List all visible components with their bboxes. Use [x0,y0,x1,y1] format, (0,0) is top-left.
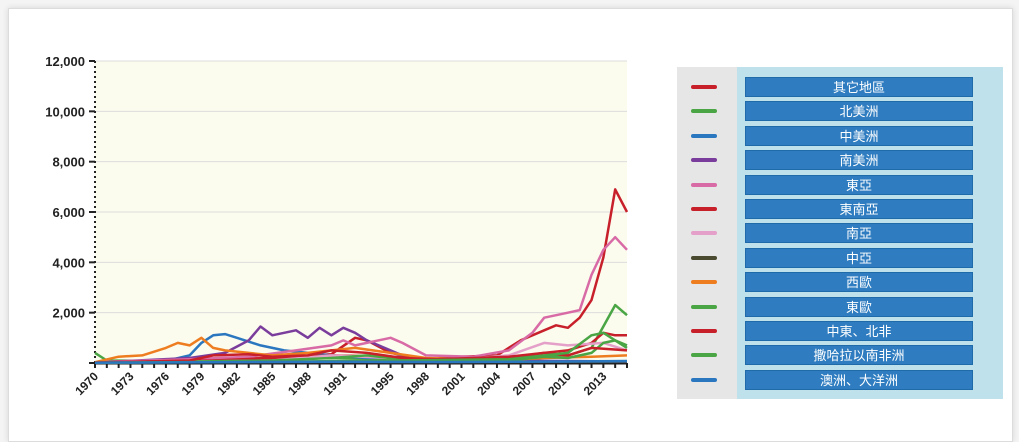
legend-label: 撒哈拉以南非洲 [745,345,973,366]
legend-swatch [691,109,717,114]
legend-label: 東亞 [745,174,973,195]
legend-label: 澳洲、大洋洲 [745,369,973,390]
legend-item: 南美洲 [677,150,1003,171]
legend-item: 中亞 [677,247,1003,268]
legend-label: 中美洲 [745,125,973,146]
legend-item: 東歐 [677,296,1003,317]
legend-swatch [691,231,717,236]
legend-item: 中東、北非 [677,321,1003,341]
legend-item: 東南亞 [677,199,1003,219]
y-tick-label: 4,000 [52,255,85,270]
x-tick-label: 1982 [214,369,243,398]
x-tick-label: 1995 [368,369,397,398]
x-tick-label: 2007 [510,369,539,398]
series-line [94,235,628,364]
legend-label: 中亞 [745,247,973,268]
x-tick-label: 1973 [108,369,137,398]
legend-label: 南亞 [745,223,973,244]
grid-lines [95,60,627,314]
x-tick-label: 1985 [250,369,279,398]
y-tick-label: 10,000 [45,104,85,119]
legend-label: 中東、北非 [745,321,973,341]
x-tick-label: 2004 [474,369,503,398]
legend-item: 中美洲 [677,125,1003,146]
x-tick-label: 2013 [581,369,610,398]
legend-label: 東歐 [745,296,973,317]
legend-swatch [691,182,717,187]
legend-label: 南美洲 [745,150,973,171]
legend-item: 其它地區 [677,77,1003,97]
legend-label: 其它地區 [745,77,973,97]
y-tick-label: 12,000 [45,54,85,69]
legend-swatch [691,280,717,285]
x-tick-label: 1976 [143,369,172,398]
legend-item: 北美洲 [677,101,1003,122]
legend-label: 北美洲 [745,101,973,122]
x-tick-label: 2001 [439,369,468,398]
x-tick-label: 1988 [285,369,314,398]
legend-item: 南亞 [677,223,1003,244]
legend-swatch [691,329,717,333]
series-lines [94,188,629,364]
legend-label: 西歐 [745,272,973,293]
legend-item: 澳洲、大洋洲 [677,369,1003,390]
legend-swatch [691,158,717,163]
legend-item: 東亞 [677,174,1003,195]
legend-swatch [691,133,717,138]
legend-swatch [691,377,717,382]
x-tick-label: 1998 [403,369,432,398]
y-tick-label: 6,000 [52,205,85,220]
x-axis: 1970 1973 1976 1979 1982 1985 1988 1991 1995 1998… [72,361,628,398]
x-tick-label: 1991 [321,369,350,398]
y-axis: 2,000 4,000 6,000 8,000 10,000 12,000 [45,54,96,364]
y-tick-label: 8,000 [52,155,85,170]
series-line [94,359,628,364]
x-tick-label: 1970 [72,369,101,398]
legend-swatch [691,304,717,309]
legend-swatch [691,353,717,358]
legend-item: 西歐 [677,272,1003,293]
y-tick-label: 2,000 [52,306,85,321]
legend: 其它地區北美洲中美洲南美洲東亞東南亞南亞中亞西歐東歐中東、北非撒哈拉以南非洲 澳洲… [677,67,1003,399]
legend-swatch [691,207,717,211]
legend-label: 東南亞 [745,199,973,219]
x-tick-label: 1979 [179,369,208,398]
legend-swatch [691,255,717,260]
legend-item: 撒哈拉以南非洲 [677,345,1003,366]
legend-swatch [691,85,717,89]
chart-card: 2,000 4,000 6,000 8,000 10,000 12,000 1970 197… [8,8,1013,442]
x-tick-label: 2010 [545,369,574,398]
